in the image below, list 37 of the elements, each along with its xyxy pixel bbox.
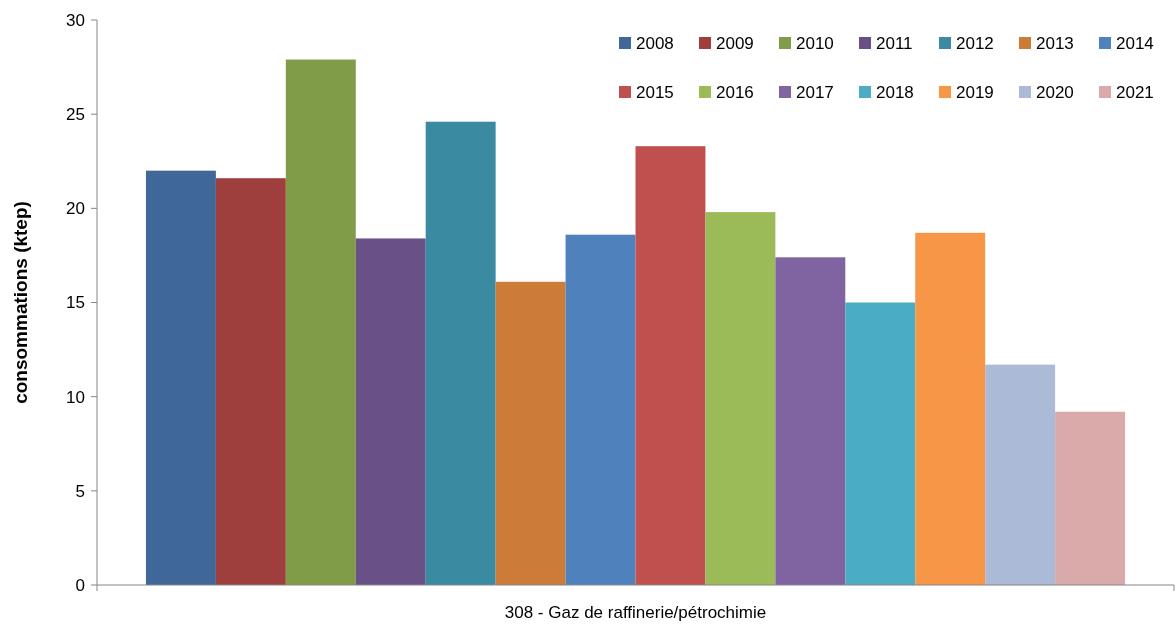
bar [915,232,986,585]
bar [145,170,216,585]
legend-label: 2008 [636,33,674,53]
bar [985,364,1056,585]
y-tick-label: 15 [66,293,85,313]
y-tick-label: 25 [66,105,85,125]
y-axis-title: consommations (ktep) [10,201,31,404]
legend-label: 2012 [956,33,994,53]
legend-label: 2021 [1116,82,1154,102]
y-tick-label: 0 [75,575,85,595]
x-tick-label: 308 - Gaz de raffinerie/pétrochimie [504,603,767,622]
legend-label: 2019 [956,82,994,102]
bar [285,59,356,585]
bar [495,281,566,585]
bar [635,146,706,585]
legend-label: 2014 [1116,33,1154,53]
y-tick-label: 5 [75,481,85,501]
bar [215,178,286,585]
legend-label: 2017 [796,82,834,102]
legend-label: 2009 [716,33,754,53]
bar [1055,411,1126,585]
legend-label: 2016 [716,82,754,102]
bar [705,212,776,585]
bar [355,238,426,585]
y-tick-label: 30 [66,10,85,30]
legend-label: 2013 [1036,33,1074,53]
legend-label: 2018 [876,82,914,102]
bar [775,257,846,585]
bar [425,121,496,585]
y-tick-label: 10 [66,387,85,407]
legend-label: 2011 [876,33,913,53]
y-tick-label: 20 [66,199,85,219]
legend-label: 2020 [1036,82,1074,102]
bar [845,302,916,585]
legend-label: 2010 [796,33,834,53]
bar [565,234,636,585]
legend-label: 2015 [636,82,674,102]
